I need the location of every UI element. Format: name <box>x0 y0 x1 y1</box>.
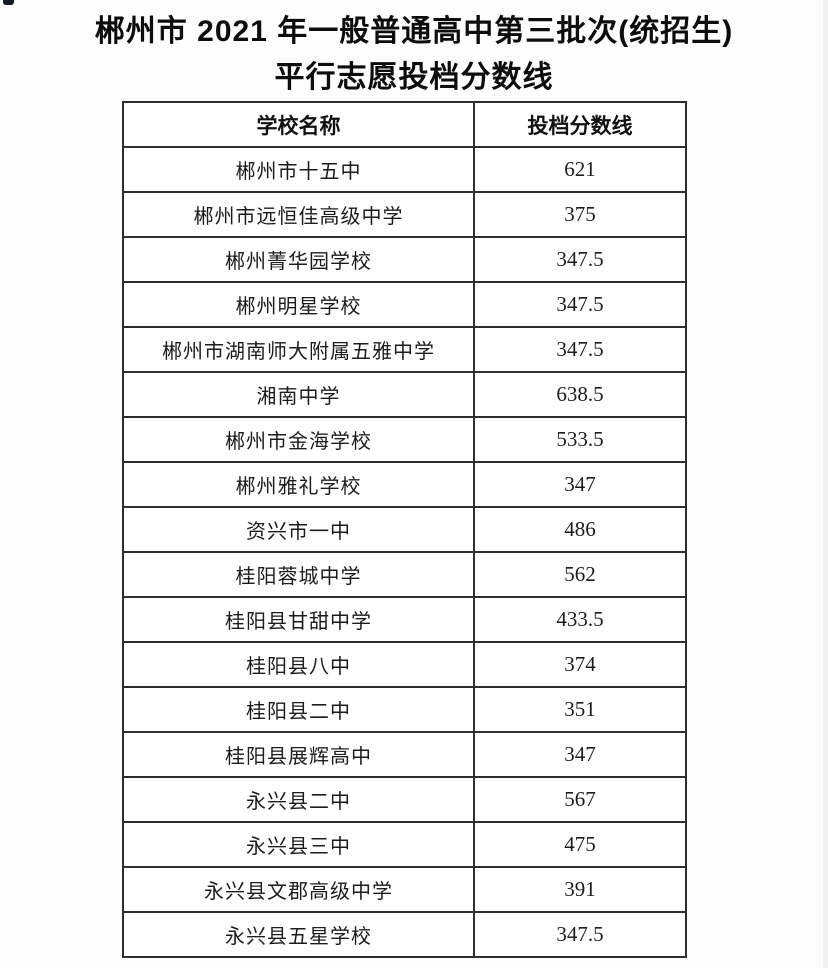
score-cell: 351 <box>473 686 687 733</box>
school-name-cell: 湘南中学 <box>122 371 475 418</box>
score-cell: 374 <box>473 641 687 688</box>
table-row: 郴州市十五中 621 <box>122 146 687 193</box>
score-cell: 486 <box>473 506 687 553</box>
table-row: 永兴县二中 567 <box>122 776 687 823</box>
header-school-name: 学校名称 <box>122 101 475 148</box>
score-cell: 347.5 <box>473 911 687 958</box>
table-row: 桂阳县八中 374 <box>122 641 687 688</box>
school-name-cell: 永兴县二中 <box>122 776 475 823</box>
document-title: 郴州市 2021 年一般普通高中第三批次(统招生) 平行志愿投档分数线 <box>0 0 828 101</box>
table-row: 永兴县三中 475 <box>122 821 687 868</box>
school-name-cell: 郴州市远恒佳高级中学 <box>122 191 475 238</box>
school-name-cell: 郴州明星学校 <box>122 281 475 328</box>
table-row: 郴州市远恒佳高级中学 375 <box>122 191 687 238</box>
table-row: 郴州市金海学校 533.5 <box>122 416 687 463</box>
score-cell: 567 <box>473 776 687 823</box>
table-row: 永兴县文郡高级中学 391 <box>122 866 687 913</box>
school-name-cell: 桂阳县甘甜中学 <box>122 596 475 643</box>
title-line-2: 平行志愿投档分数线 <box>274 61 554 94</box>
table-row: 桂阳县展辉高中 347 <box>122 731 687 778</box>
table-row: 郴州市湖南师大附属五雅中学 347.5 <box>122 326 687 373</box>
score-cell: 621 <box>473 146 687 193</box>
school-name-cell: 资兴市一中 <box>122 506 475 553</box>
title-line-1: 郴州市 2021 年一般普通高中第三批次(统招生) <box>94 15 734 48</box>
table-body: 郴州市十五中 621 郴州市远恒佳高级中学 375 郴州菁华园学校 347.5 郴州明… <box>122 146 687 958</box>
school-name-cell: 郴州市湖南师大附属五雅中学 <box>122 326 475 373</box>
page-edge-shadow <box>823 0 828 968</box>
score-cell: 347.5 <box>473 236 687 283</box>
table-row: 桂阳县甘甜中学 433.5 <box>122 596 687 643</box>
table-header-row: 学校名称 投档分数线 <box>122 101 687 148</box>
table-row: 湘南中学 638.5 <box>122 371 687 418</box>
table-row: 郴州菁华园学校 347.5 <box>122 236 687 283</box>
score-cell: 347.5 <box>473 281 687 328</box>
table-row: 桂阳县二中 351 <box>122 686 687 733</box>
table-row: 桂阳蓉城中学 562 <box>122 551 687 598</box>
score-cell: 347.5 <box>473 326 687 373</box>
score-cell: 475 <box>473 821 687 868</box>
school-name-cell: 永兴县文郡高级中学 <box>122 866 475 913</box>
table-row: 资兴市一中 486 <box>122 506 687 553</box>
school-name-cell: 永兴县五星学校 <box>122 911 475 958</box>
school-name-cell: 桂阳县八中 <box>122 641 475 688</box>
score-cell: 347 <box>473 461 687 508</box>
score-cell: 638.5 <box>473 371 687 418</box>
score-cell: 533.5 <box>473 416 687 463</box>
school-name-cell: 桂阳县展辉高中 <box>122 731 475 778</box>
school-name-cell: 郴州菁华园学校 <box>122 236 475 283</box>
score-cell: 391 <box>473 866 687 913</box>
table-row: 郴州雅礼学校 347 <box>122 461 687 508</box>
scan-artifact <box>3 0 14 5</box>
school-name-cell: 桂阳蓉城中学 <box>122 551 475 598</box>
score-cell: 347 <box>473 731 687 778</box>
school-name-cell: 桂阳县二中 <box>122 686 475 733</box>
score-cell: 375 <box>473 191 687 238</box>
score-table: 学校名称 投档分数线 郴州市十五中 621 郴州市远恒佳高级中学 375 郴州菁华园… <box>122 101 687 958</box>
school-name-cell: 郴州市十五中 <box>122 146 475 193</box>
school-name-cell: 郴州雅礼学校 <box>122 461 475 508</box>
header-score-line: 投档分数线 <box>473 101 687 148</box>
table-row: 永兴县五星学校 347.5 <box>122 911 687 958</box>
school-name-cell: 郴州市金海学校 <box>122 416 475 463</box>
table-row: 郴州明星学校 347.5 <box>122 281 687 328</box>
score-cell: 562 <box>473 551 687 598</box>
school-name-cell: 永兴县三中 <box>122 821 475 868</box>
score-cell: 433.5 <box>473 596 687 643</box>
